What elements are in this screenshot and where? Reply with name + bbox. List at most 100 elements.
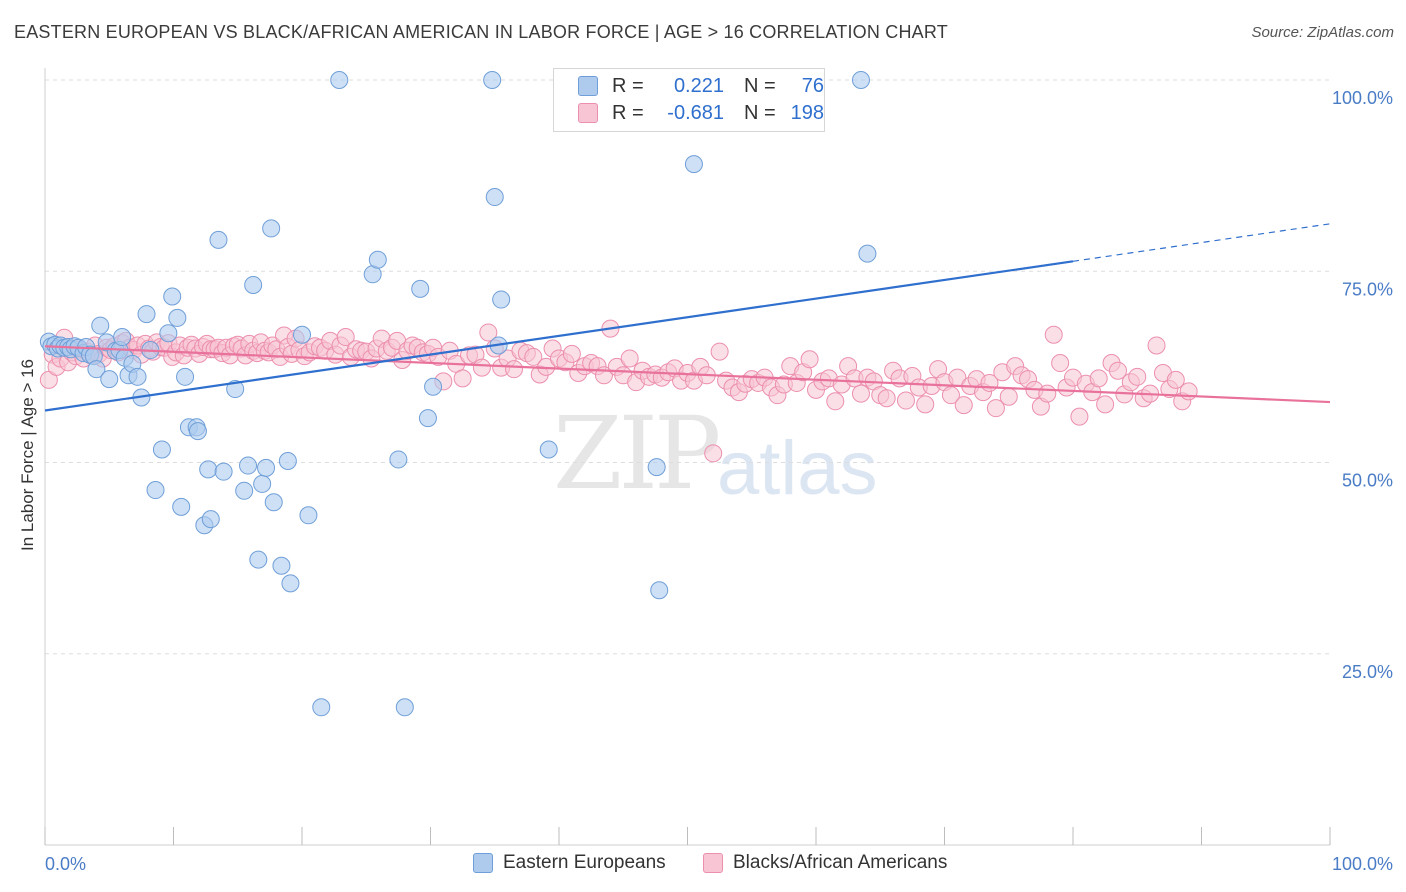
data-point-black-african-american [1044,325,1063,344]
data-point-black-african-american [800,350,819,369]
data-point-eastern-european [312,698,331,717]
data-point-eastern-european [159,324,178,343]
data-point-eastern-european [163,287,182,306]
chart-title: EASTERN EUROPEAN VS BLACK/AFRICAN AMERIC… [14,22,948,42]
legend-row-eastern-europeans: R = 0.221 N = 76 [578,74,824,98]
bottom-legend-swatch-blue [473,853,493,873]
data-point-black-african-american [1096,395,1115,414]
bottom-legend-label: Eastern Europeans [503,852,666,873]
data-point-eastern-european [244,276,263,295]
data-point-eastern-european [201,510,220,529]
data-point-eastern-european [650,581,669,600]
data-point-eastern-european [91,316,110,335]
trend-line-eastern-europeans [44,260,1074,412]
trend-line-black-african-americans [44,345,1331,404]
data-point-black-african-american [562,344,581,363]
legend-r-value: -0.681 [667,101,724,124]
data-point-black-african-american [1051,354,1070,373]
data-point-eastern-european [172,497,191,516]
data-point-eastern-european [851,71,870,89]
watermark-atlas: atlas [717,426,878,511]
data-point-black-african-american [1147,336,1166,355]
data-point-eastern-european [209,230,228,249]
data-point-eastern-european [483,71,502,89]
data-point-eastern-european [647,458,666,477]
y-tick-label: 50.0% [1342,471,1393,491]
y-tick-label: 75.0% [1342,279,1393,299]
data-point-eastern-european [368,250,387,269]
data-point-black-african-american [1108,361,1127,380]
data-point-black-african-american [1070,407,1089,426]
legend-swatch-pink [578,103,598,123]
data-point-eastern-european [199,460,218,479]
data-point-eastern-european [418,409,437,428]
legend-n-value: 198 [790,101,824,124]
data-point-eastern-european [262,219,281,238]
data-point-black-african-american [704,444,723,463]
legend-r-label: R = [612,101,644,124]
data-point-eastern-european [492,290,511,309]
data-point-eastern-european [152,440,171,459]
legend-r-value: 0.221 [673,74,724,97]
legend-r-label: R = [612,74,644,97]
data-point-black-african-american [851,384,870,403]
data-point-eastern-european [684,155,703,174]
data-point-eastern-european [253,474,272,493]
data-point-eastern-european [137,305,156,324]
data-point-eastern-european [146,481,165,500]
data-point-black-african-american [986,399,1005,418]
legend-n-value: 76 [801,74,824,97]
data-point-eastern-european [168,308,187,327]
data-point-black-african-american [620,349,639,368]
data-point-eastern-european [281,574,300,593]
y-tick-label: 25.0% [1342,662,1393,682]
bottom-legend-black-african-americans: Blacks/African Americans [703,852,947,874]
data-point-black-african-american [472,358,491,377]
data-point-eastern-european [214,462,233,481]
data-point-eastern-european [264,493,283,512]
data-point-black-african-american [1089,369,1108,388]
y-tick-label: 100.0% [1332,88,1393,108]
data-point-black-african-american [877,389,896,408]
x-tick-label: 100.0% [1332,854,1393,874]
data-point-eastern-european [330,71,349,89]
data-point-black-african-american [999,387,1018,406]
data-point-eastern-european [100,370,119,389]
data-point-eastern-european [272,556,291,575]
data-point-eastern-european [235,481,254,500]
data-point-eastern-european [239,456,258,475]
data-point-eastern-european [128,367,147,386]
data-point-black-african-american [1038,384,1057,403]
data-point-eastern-european [278,451,297,470]
source-label: Source: ZipAtlas.com [1251,24,1394,41]
data-point-black-african-american [524,347,543,366]
trend-line-extension-eastern-europeans [1072,223,1331,262]
bottom-legend-eastern-europeans: Eastern Europeans [473,852,666,874]
data-point-black-african-american [336,328,355,347]
data-point-eastern-european [249,550,268,569]
data-point-eastern-european [257,458,276,477]
data-point-eastern-european [113,328,132,347]
data-point-eastern-european [87,360,106,379]
legend-n-label: N = [744,74,776,97]
data-point-black-african-american [826,392,845,411]
data-point-black-african-american [1128,367,1147,386]
data-point-black-african-american [916,395,935,414]
legend-swatch-blue [578,76,598,96]
data-point-black-african-american [479,323,498,342]
data-point-eastern-european [389,450,408,469]
data-point-eastern-european [226,380,245,399]
data-point-black-african-american [1166,370,1185,389]
data-point-eastern-european [424,377,443,396]
x-tick-label: 0.0% [45,854,86,874]
data-point-eastern-european [176,367,195,386]
bottom-legend-label: Blacks/African Americans [733,852,948,873]
data-point-eastern-european [858,244,877,263]
data-point-eastern-european [188,422,207,441]
data-point-black-african-american [453,369,472,388]
data-point-eastern-european [395,698,414,717]
data-point-eastern-european [485,188,504,207]
y-axis-label: In Labor Force | Age > 16 [18,359,37,552]
data-point-eastern-european [411,279,430,298]
